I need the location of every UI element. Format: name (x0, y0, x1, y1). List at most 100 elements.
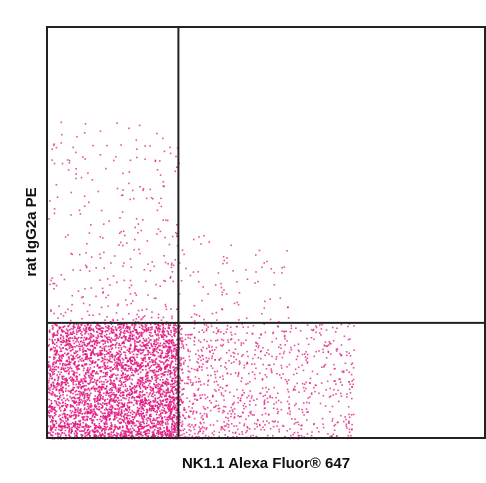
data-point (95, 371, 98, 373)
data-point (167, 364, 170, 366)
data-point (154, 345, 157, 348)
data-point (118, 364, 121, 366)
data-point (105, 345, 107, 347)
data-point (136, 348, 138, 351)
data-point (65, 343, 67, 346)
data-point (223, 405, 225, 408)
data-point (139, 186, 141, 188)
data-point (148, 407, 151, 410)
data-point (118, 323, 120, 325)
data-point (336, 421, 339, 424)
data-point (129, 435, 132, 438)
data-point (126, 375, 129, 377)
data-point (227, 426, 230, 428)
data-point (84, 403, 86, 406)
data-point (107, 325, 110, 327)
data-point (138, 384, 140, 387)
data-point (114, 335, 117, 337)
data-point (69, 333, 72, 335)
data-point (53, 353, 56, 356)
data-point (133, 388, 136, 390)
data-point (318, 392, 320, 395)
data-point (342, 371, 345, 374)
data-point (97, 408, 100, 411)
data-point (172, 406, 174, 409)
data-point (146, 375, 148, 377)
data-point (169, 277, 172, 279)
data-point (106, 391, 109, 394)
data-point (93, 428, 96, 430)
data-point (138, 351, 140, 353)
data-point (210, 402, 212, 404)
data-point (168, 391, 170, 394)
data-point (169, 324, 171, 327)
data-point (53, 370, 55, 373)
data-point (112, 399, 115, 401)
data-point (152, 430, 155, 433)
data-point (143, 269, 146, 271)
data-point (187, 334, 189, 336)
data-point (261, 387, 264, 390)
data-point (306, 362, 309, 364)
data-point (147, 342, 150, 344)
data-point (253, 422, 256, 425)
data-point (101, 383, 103, 386)
data-point (154, 398, 156, 400)
data-point (110, 379, 112, 382)
data-point (169, 334, 172, 336)
data-point (83, 349, 85, 352)
data-point (99, 335, 102, 337)
data-point (57, 371, 60, 373)
data-point (346, 396, 348, 398)
data-point (109, 383, 111, 385)
data-point (103, 435, 106, 438)
data-point (98, 399, 101, 401)
data-point (329, 387, 331, 390)
data-point (155, 375, 158, 378)
data-point (144, 431, 146, 433)
data-point (85, 329, 87, 331)
data-point (52, 341, 54, 344)
data-point (94, 404, 96, 406)
data-point (352, 367, 355, 369)
data-point (97, 403, 99, 405)
data-point (203, 383, 206, 385)
data-point (111, 424, 113, 426)
data-point (99, 350, 101, 352)
data-point (172, 434, 174, 437)
data-point (172, 385, 174, 388)
data-point (283, 266, 286, 268)
data-point (66, 424, 69, 426)
data-point (103, 429, 106, 432)
data-point (178, 332, 181, 335)
data-point (160, 197, 162, 200)
data-point (173, 328, 175, 331)
data-point (188, 355, 191, 358)
data-point (63, 426, 66, 429)
data-point (69, 404, 72, 406)
data-point (88, 359, 91, 362)
data-point (115, 156, 117, 158)
data-point (183, 361, 185, 364)
data-point (94, 425, 97, 427)
data-point (183, 407, 185, 409)
data-point (264, 394, 266, 397)
data-point (171, 416, 174, 419)
data-point (189, 371, 191, 373)
data-point (161, 323, 163, 326)
data-point (57, 332, 59, 335)
data-point (203, 421, 205, 424)
data-point (127, 414, 130, 417)
data-point (189, 410, 191, 412)
data-point (157, 427, 159, 429)
data-point (82, 421, 84, 424)
data-point (113, 413, 116, 415)
data-point (50, 309, 52, 311)
data-point (130, 362, 132, 365)
data-point (115, 365, 118, 367)
data-point (74, 337, 76, 340)
data-point (115, 334, 118, 336)
data-point (130, 360, 133, 362)
data-point (141, 327, 143, 330)
data-point (95, 372, 98, 374)
